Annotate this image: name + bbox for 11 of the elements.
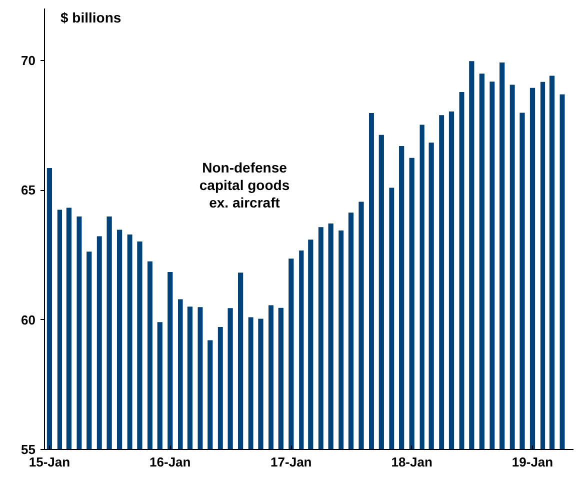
x-tick-label: 18-Jan [391,454,432,470]
y-tick-label: 60 [21,312,36,328]
x-tick-label: 15-Jan [28,454,70,470]
annotation: Non-defense capital goods ex. aircraft [199,160,290,211]
x-tick-label: 16-Jan [150,454,191,470]
y-tick-label: 65 [21,182,36,198]
x-tick-label: 19-Jan [512,454,554,470]
y-tick-label: 55 [21,442,36,457]
chart-title: $ billions [60,10,122,26]
y-tick-label: 70 [21,52,36,68]
x-tick-label: 17-Jan [270,454,312,470]
